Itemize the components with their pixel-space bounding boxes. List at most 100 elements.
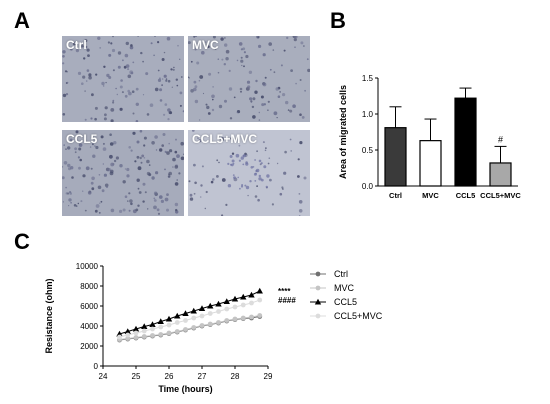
migrated-cell-dot xyxy=(122,208,126,212)
migrated-cell-dot xyxy=(260,178,264,182)
migrated-cell-dot xyxy=(205,103,208,106)
migrated-cell-dot xyxy=(170,68,173,71)
data-point xyxy=(150,333,155,338)
migrated-cell-dot xyxy=(146,171,151,176)
data-point xyxy=(232,304,238,310)
migrated-cell-dot xyxy=(169,111,173,115)
migrated-cell-dot xyxy=(243,51,246,54)
migrated-cell-dot xyxy=(193,163,196,167)
migrated-cell-dot xyxy=(233,176,236,179)
migrated-cell-dot xyxy=(300,41,304,45)
migrated-cell-dot xyxy=(190,60,193,63)
migrated-cell-dot xyxy=(238,144,241,147)
micrograph-background xyxy=(62,36,184,122)
migrated-cell-dot xyxy=(299,79,302,81)
migrated-cell-dot xyxy=(99,202,101,204)
migrated-cell-dot xyxy=(122,180,126,184)
migrated-cell-dot xyxy=(164,103,168,106)
migrated-cell-dot xyxy=(202,92,205,95)
data-point xyxy=(141,334,147,339)
migrated-cell-dot xyxy=(188,180,191,183)
migrated-cell-dot xyxy=(238,159,241,162)
migrated-cell-dot xyxy=(260,95,264,99)
migrated-cell-dot xyxy=(157,41,160,44)
migrated-cell-dot xyxy=(263,165,267,169)
migrated-cell-dot xyxy=(134,160,137,163)
migrated-cell-dot xyxy=(193,192,196,195)
migrated-cell-dot xyxy=(258,174,261,178)
migrated-cell-dot xyxy=(70,166,74,170)
migrated-cell-dot xyxy=(75,49,79,53)
migrated-cell-dot xyxy=(84,90,86,92)
migrated-cell-dot xyxy=(246,80,251,84)
migrated-cell-dot xyxy=(84,39,88,43)
migrated-cell-dot xyxy=(157,78,162,82)
migrated-cell-dot xyxy=(82,174,86,178)
migrated-cell-dot xyxy=(299,113,302,116)
migrated-cell-dot xyxy=(230,137,233,140)
migrated-cell-dot xyxy=(214,47,217,50)
data-point xyxy=(248,291,255,298)
migrated-cell-dot xyxy=(205,41,207,43)
migrated-cell-dot xyxy=(294,36,298,39)
legend-swatch-marker xyxy=(315,313,321,319)
migrated-cell-dot xyxy=(78,166,81,170)
migrated-cell-dot xyxy=(113,159,117,163)
migrated-cell-dot xyxy=(148,164,151,166)
migrated-cell-dot xyxy=(194,48,197,51)
migrated-cell-dot xyxy=(112,36,114,38)
data-point xyxy=(231,295,239,302)
migrated-cell-dot xyxy=(73,204,77,207)
legend-swatch-marker xyxy=(314,298,322,305)
migrated-cell-dot xyxy=(135,87,139,91)
migrated-cell-dot xyxy=(112,99,115,102)
significance-marker: **** xyxy=(278,287,291,296)
migrated-cell-dot xyxy=(242,47,246,51)
panel-a-letter: A xyxy=(14,8,30,33)
migrated-cell-dot xyxy=(267,109,269,111)
migrated-cell-dot xyxy=(304,89,306,92)
migrated-cell-dot xyxy=(100,135,104,139)
data-point xyxy=(199,323,205,328)
bar-y-tick-label: 1.5 xyxy=(362,74,374,83)
migrated-cell-dot xyxy=(90,167,93,170)
migrated-cell-dot xyxy=(112,163,115,166)
migrated-cell-dot xyxy=(240,48,243,51)
migrated-cell-dot xyxy=(242,154,245,157)
migrated-cell-dot xyxy=(268,157,271,159)
migrated-cell-dot xyxy=(232,174,235,176)
migrated-cell-dot xyxy=(124,195,128,198)
migrated-cell-dot xyxy=(129,199,133,203)
data-point xyxy=(183,327,188,332)
migrated-cell-dot xyxy=(85,80,88,82)
panel-b-letter: B xyxy=(330,8,346,33)
data-point xyxy=(191,325,197,330)
line-y-tick-label: 2000 xyxy=(80,342,98,351)
migrated-cell-dot xyxy=(70,202,72,204)
migrated-cell-dot xyxy=(62,62,65,65)
migrated-cell-dot xyxy=(179,104,182,107)
migrated-cell-dot xyxy=(137,166,142,171)
migrated-cell-dot xyxy=(105,185,109,189)
migrated-cell-dot xyxy=(254,195,258,198)
migrated-cell-dot xyxy=(68,205,70,207)
migrated-cell-dot xyxy=(119,85,123,89)
migrated-cell-dot xyxy=(189,193,193,197)
data-point xyxy=(240,302,246,308)
data-point xyxy=(157,318,164,325)
migrated-cell-dot xyxy=(298,215,301,216)
data-point xyxy=(150,326,155,332)
migrated-cell-dot xyxy=(240,59,244,63)
migration-bar-chart: Area of migrated cells 0.0 0.5 1.0 1.5 Ctrl M… xyxy=(338,74,521,200)
panel-c-letter: C xyxy=(14,229,30,254)
migrated-cell-dot xyxy=(265,185,268,189)
data-point xyxy=(166,330,172,336)
migrated-cell-dot xyxy=(66,71,68,73)
migrated-cell-dot xyxy=(127,74,132,79)
migrated-cell-dot xyxy=(135,102,139,107)
migrated-cell-dot xyxy=(252,166,255,168)
migrated-cell-dot xyxy=(176,154,180,158)
migrated-cell-dot xyxy=(194,181,197,185)
migrated-cell-dot xyxy=(260,162,263,165)
migrated-cell-dot xyxy=(188,76,189,78)
